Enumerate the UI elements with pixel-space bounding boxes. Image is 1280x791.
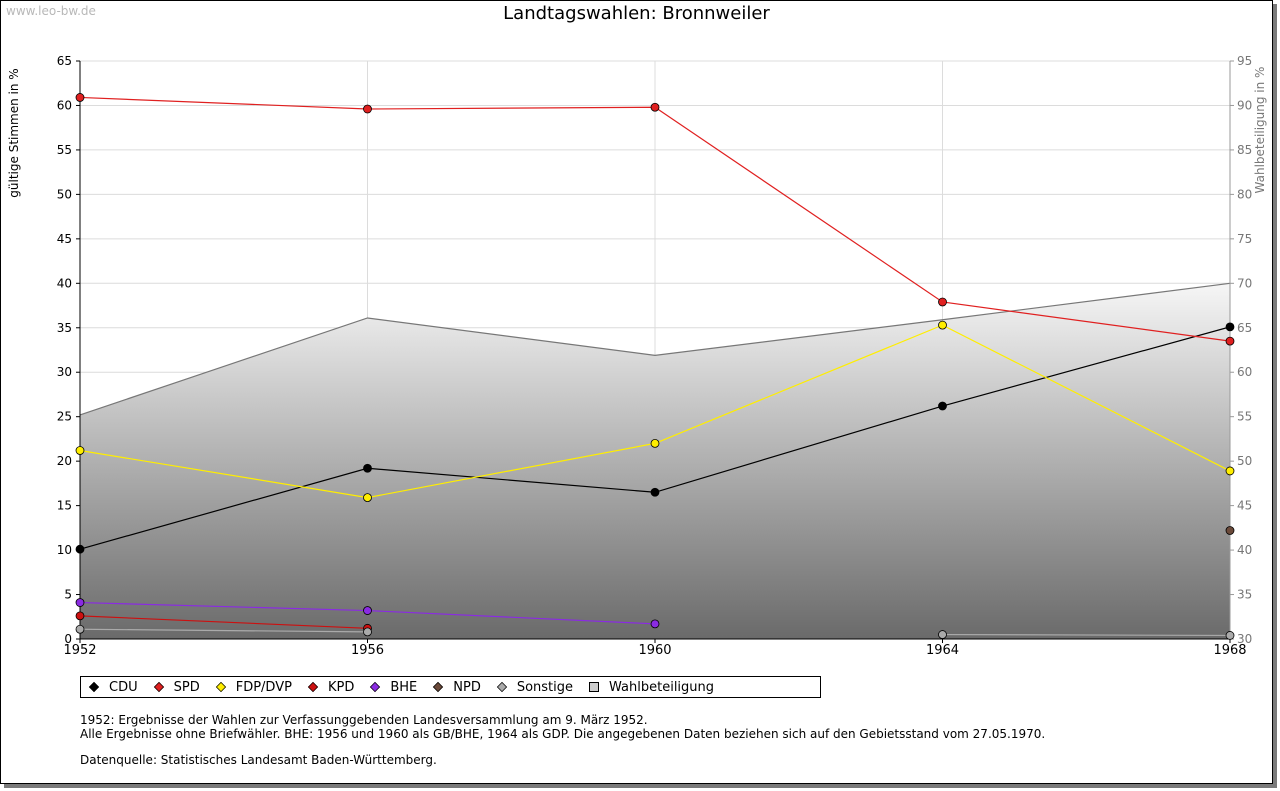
data-point-cdu xyxy=(75,544,85,554)
y-tick-label-left: 25 xyxy=(57,410,72,424)
legend-marker-sonstige xyxy=(496,681,507,693)
legend-marker-bhe xyxy=(370,681,381,693)
legend-label-fdp-dvp: FDP/DVP xyxy=(235,679,292,695)
data-point-fdp-dvp xyxy=(650,438,660,448)
y-tick-label-right: 70 xyxy=(1237,276,1252,290)
data-point-fdp-dvp xyxy=(75,446,85,455)
legend-label-kpd: KPD xyxy=(327,679,355,695)
y-tick-label-left: 15 xyxy=(57,499,72,513)
y-tick-label-right: 35 xyxy=(1237,588,1252,602)
data-point-spd xyxy=(1225,336,1235,346)
legend-label-spd: SPD xyxy=(173,679,200,695)
turnout-area xyxy=(80,283,1230,639)
chart-plot: 0 5 10 15 20 25 30 35 40 45 50 55 60 65 30 35 40 45 50 55 60… xyxy=(57,54,1253,658)
data-point-sonstige xyxy=(938,630,947,639)
data-point-kpd xyxy=(75,611,85,621)
legend-label-cdu: CDU xyxy=(109,679,138,695)
y-tick-label-left: 35 xyxy=(57,321,72,335)
legend-label-wahlbeteiligung: Wahlbeteiligung xyxy=(609,679,715,695)
y-tick-label-right: 60 xyxy=(1237,365,1252,379)
x-tick-label: 1968 xyxy=(1213,643,1246,658)
legend-marker-npd xyxy=(433,681,444,693)
y-tick-label-left: 45 xyxy=(57,232,72,246)
data-point-fdp-dvp xyxy=(363,493,372,503)
y-tick-label-right: 30 xyxy=(1237,632,1252,646)
data-point-bhe xyxy=(650,619,660,629)
y-tick-label-left: 50 xyxy=(57,187,72,201)
legend-item-fdp-dvp: FDP/DVP xyxy=(215,679,292,695)
y-tick-label-left: 5 xyxy=(64,588,72,602)
y-tick-label-left: 65 xyxy=(57,54,72,68)
y-tick-label-left: 20 xyxy=(57,454,72,468)
legend-marker-spd xyxy=(153,681,164,693)
data-point-sonstige xyxy=(75,624,85,634)
note-line-2: Alle Ergebnisse ohne Briefwähler. BHE: 1… xyxy=(80,727,1046,741)
y-tick-label-left: 10 xyxy=(57,543,72,557)
y-tick-label-left: 30 xyxy=(57,365,72,379)
legend-label-npd: NPD xyxy=(453,679,481,695)
legend-item-wahlbeteiligung: Wahlbeteiligung xyxy=(589,680,714,695)
legend-label-sonstige: Sonstige xyxy=(516,679,574,695)
turnout-line xyxy=(79,282,1231,416)
y-tick-label-left: 60 xyxy=(57,98,72,112)
y-tick-label-right: 65 xyxy=(1237,321,1252,335)
data-point-fdp-dvp xyxy=(1225,466,1235,476)
legend-marker-cdu xyxy=(88,681,100,693)
legend-marker-fdp-dvp xyxy=(215,681,226,693)
data-point-cdu xyxy=(650,487,660,497)
y-tick-label-right: 95 xyxy=(1237,54,1252,68)
legend-marker-kpd xyxy=(307,681,319,693)
notes: 1952: Ergebnisse der Wahlen zur Verfassu… xyxy=(80,713,1045,767)
data-point-spd xyxy=(650,102,660,112)
x-tick-label: 1956 xyxy=(351,643,384,658)
note-line-1: 1952: Ergebnisse der Wahlen zur Verfassu… xyxy=(80,713,648,727)
legend-item-bhe: BHE xyxy=(370,680,417,695)
y-tick-label-right: 75 xyxy=(1237,232,1252,246)
data-point-sonstige xyxy=(1225,631,1235,640)
legend-item-sonstige: Sonstige xyxy=(496,679,574,695)
legend-item-spd: SPD xyxy=(153,679,200,695)
data-point-sonstige xyxy=(363,627,372,637)
legend-item-npd: NPD xyxy=(433,680,481,695)
y-tick-label-left: 55 xyxy=(57,143,72,157)
y-tick-label-right: 55 xyxy=(1237,410,1252,424)
legend-item-kpd: KPD xyxy=(307,679,355,695)
data-point-bhe xyxy=(75,598,85,607)
data-point-spd xyxy=(363,104,372,114)
legend-marker-wahlbeteiligung xyxy=(589,682,600,692)
y-tick-label-right: 50 xyxy=(1237,454,1252,468)
note-source: Datenquelle: Statistisches Landesamt Bad… xyxy=(80,753,437,767)
data-point-npd xyxy=(1225,526,1235,535)
legend-item-cdu: CDU xyxy=(88,679,138,695)
y-tick-label-right: 40 xyxy=(1237,543,1252,557)
x-tick-label: 1964 xyxy=(926,643,959,658)
data-point-spd xyxy=(75,93,85,102)
chart-title: Landtagswahlen: Bronnweiler xyxy=(503,3,770,24)
data-point-bhe xyxy=(363,606,372,615)
data-point-fdp-dvp xyxy=(938,320,947,330)
y-tick-label-left: 40 xyxy=(57,276,72,290)
watermark: www.leo-bw.de xyxy=(6,4,96,18)
y-tick-label-left: 0 xyxy=(64,632,72,646)
legend: CDU SPD FDP/DVP KPD BHE NPD Sonstige Wahlbeteil… xyxy=(80,676,821,698)
data-point-spd xyxy=(938,297,947,307)
x-tick-label: 1952 xyxy=(63,643,96,658)
y-tick-label-right: 85 xyxy=(1237,143,1252,157)
data-point-cdu xyxy=(363,463,372,473)
data-point-cdu xyxy=(938,401,947,411)
legend-label-bhe: BHE xyxy=(390,679,418,695)
y-tick-label-right: 45 xyxy=(1237,499,1252,513)
data-point-cdu xyxy=(1225,322,1235,332)
series-line-sonstige xyxy=(942,633,1231,637)
x-tick-label: 1960 xyxy=(638,643,671,658)
series-line-sonstige xyxy=(79,628,368,633)
series-line-kpd xyxy=(79,615,368,629)
y-tick-label-right: 90 xyxy=(1237,98,1252,112)
y-tick-label-right: 80 xyxy=(1237,187,1252,201)
